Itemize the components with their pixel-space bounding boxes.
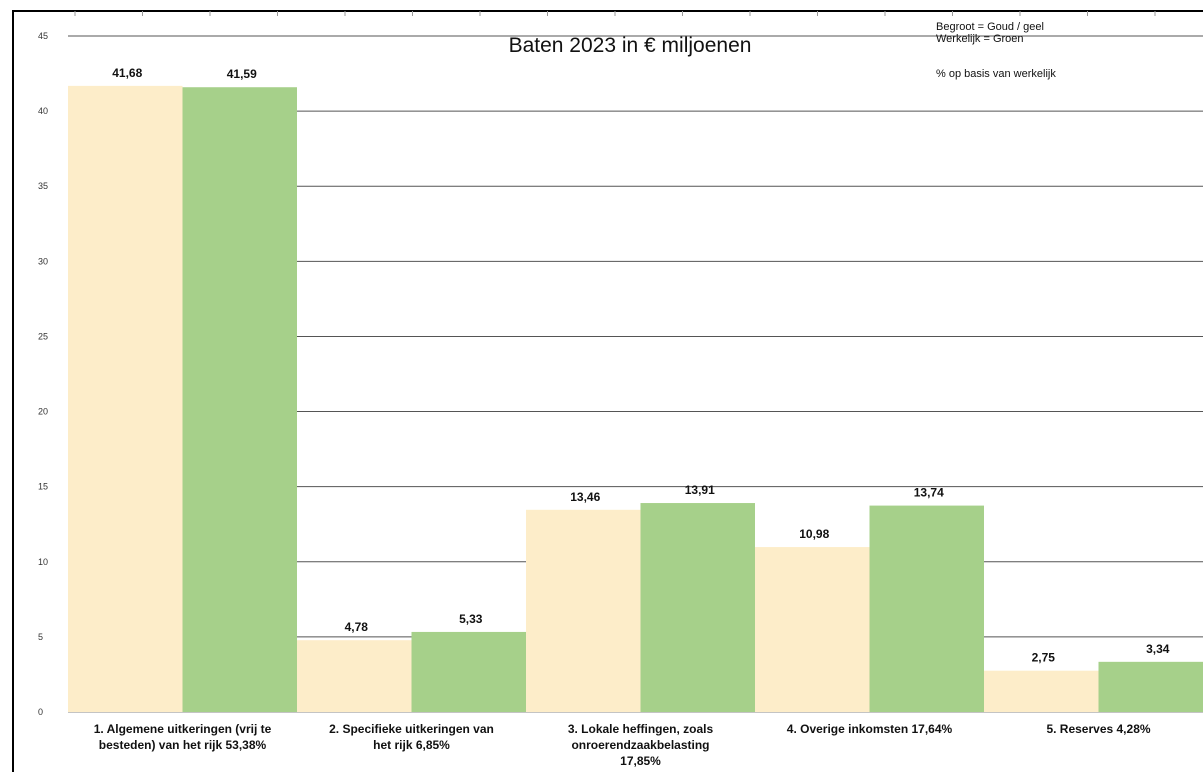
bar: [869, 505, 984, 712]
data-label: 2,75: [1032, 651, 1056, 665]
y-tick-label: 20: [38, 407, 48, 417]
x-tick-label: 3. Lokale heffingen, zoals: [568, 722, 714, 736]
x-tick-label: 1. Algemene uitkeringen (vrij te: [94, 722, 272, 736]
x-tick-label: besteden) van het rijk 53,38%: [99, 738, 267, 752]
data-label: 13,91: [685, 483, 715, 497]
chart-frame: [12, 10, 1203, 772]
legend-note-actual: Werkelijk = Groen: [936, 33, 1024, 45]
bar: [68, 85, 183, 712]
data-label: 10,98: [799, 527, 829, 541]
x-tick-label: 5. Reserves 4,28%: [1046, 722, 1150, 736]
x-tick-label: onroerendzaakbelasting: [571, 738, 709, 752]
data-label: 13,46: [570, 490, 600, 504]
x-tick-label: 2. Specifieke uitkeringen van: [329, 722, 494, 736]
bar: [640, 503, 755, 712]
data-label: 41,68: [112, 66, 142, 80]
bar: [182, 87, 297, 713]
data-label: 41,59: [227, 67, 257, 81]
bar: [984, 670, 1099, 712]
y-tick-label: 35: [38, 181, 48, 191]
percentage-note: % op basis van werkelijk: [936, 68, 1056, 80]
legend-note-budget: Begroot = Goud / geel: [936, 21, 1044, 33]
y-tick-label: 45: [38, 31, 48, 41]
x-tick-label: 17,85%: [620, 754, 661, 768]
chart-title: Baten 2023 in € miljoenen: [508, 34, 752, 57]
data-label: 13,74: [914, 486, 944, 500]
x-tick-label: 4. Overige inkomsten 17,64%: [787, 722, 953, 736]
data-label: 5,33: [459, 612, 483, 626]
y-tick-label: 25: [38, 331, 48, 341]
y-tick-label: 5: [38, 632, 43, 642]
bar: [411, 631, 526, 712]
x-tick-label: het rijk 6,85%: [373, 738, 450, 752]
bar: [1098, 661, 1203, 712]
y-tick-label: 15: [38, 482, 48, 492]
y-tick-label: 30: [38, 256, 48, 266]
data-label: 4,78: [345, 620, 369, 634]
y-tick-label: 10: [38, 557, 48, 567]
data-label: 3,34: [1146, 642, 1170, 656]
y-tick-label: 0: [38, 707, 43, 717]
bar: [526, 509, 641, 712]
bar: [755, 547, 870, 712]
bar: [297, 640, 412, 712]
y-tick-label: 40: [38, 106, 48, 116]
